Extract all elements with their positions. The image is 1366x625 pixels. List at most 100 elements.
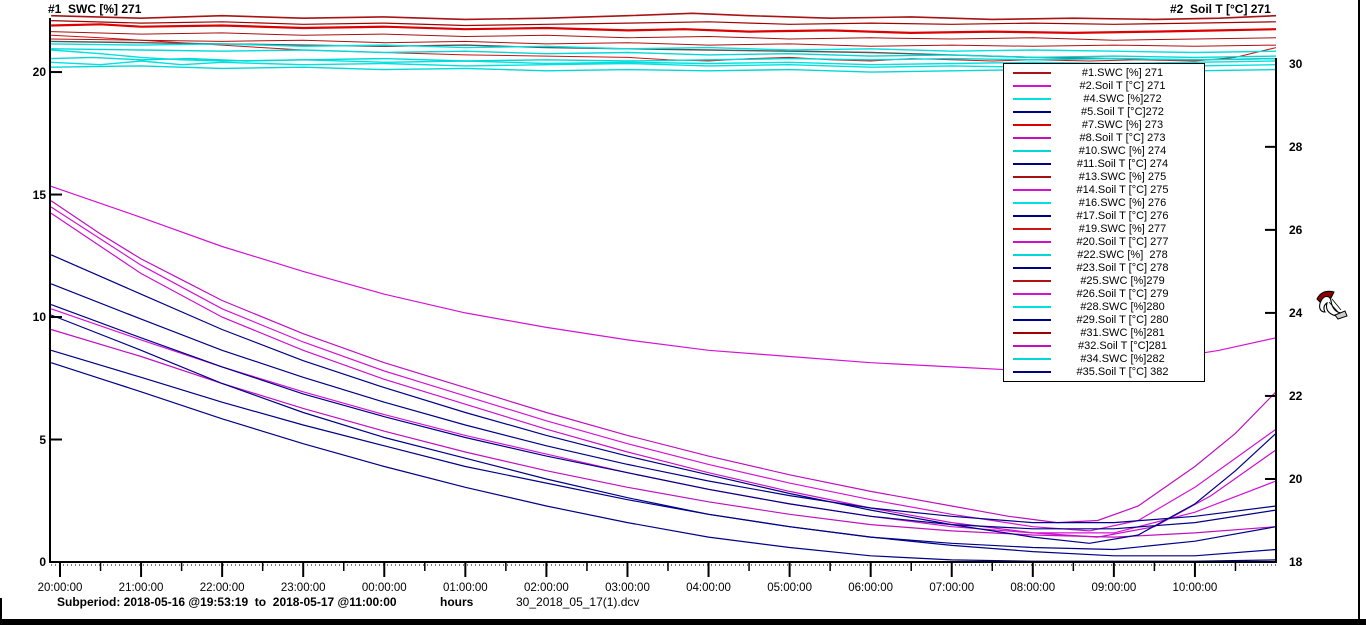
legend-item-label: #14.Soil T [°C] 275 bbox=[1076, 184, 1169, 196]
x-axis-tick-label: 05:00:00 bbox=[767, 582, 812, 594]
legend-item: #11.Soil T [°C] 274 bbox=[1004, 158, 1204, 170]
legend-line-sample bbox=[1013, 293, 1051, 295]
x-axis-tick-label: 09:00:00 bbox=[1091, 582, 1137, 594]
legend-line-sample bbox=[1013, 163, 1051, 165]
x-axis-tick-label: 23:00:00 bbox=[280, 582, 326, 594]
legend-line-sample bbox=[1013, 319, 1051, 321]
legend-item-label: #17.Soil T [°C] 276 bbox=[1076, 210, 1169, 222]
x-axis-tick-label: 07:00:00 bbox=[929, 582, 975, 594]
legend-item: #2.Soil T [°C] 271 bbox=[1004, 80, 1204, 92]
legend-item-label: #26.Soil T [°C] 279 bbox=[1076, 288, 1169, 300]
x-axis-tick-label: 22:00:00 bbox=[199, 582, 245, 594]
legend-line-sample bbox=[1013, 137, 1051, 139]
series-line bbox=[51, 31, 1277, 41]
series-line bbox=[50, 314, 1277, 551]
series-line bbox=[51, 56, 1277, 62]
legend-item: #5.Soil T [°C]272 bbox=[1004, 106, 1204, 118]
legend-line-sample bbox=[1013, 228, 1051, 230]
legend-line-sample bbox=[1013, 176, 1051, 178]
x-axis-unit-label: hours bbox=[440, 595, 474, 609]
legend-item: #23.Soil T [°C] 278 bbox=[1004, 262, 1204, 274]
legend-item: #8.Soil T [°C] 273 bbox=[1004, 132, 1204, 144]
legend-item: #7.SWC [%] 273 bbox=[1004, 119, 1204, 131]
legend-item: #35.Soil T [°C] 382 bbox=[1004, 366, 1204, 378]
right-axis-tick-label: 30 bbox=[1289, 56, 1303, 71]
series-line bbox=[50, 349, 1277, 557]
legend-item-label: #31.SWC [%]281 bbox=[1080, 327, 1165, 339]
x-axis-tick-label: 10:00:00 bbox=[1172, 582, 1218, 594]
legend-item: #28.SWC [%]280 bbox=[1004, 301, 1204, 313]
legend-item-label: #13.SWC [%] 275 bbox=[1078, 171, 1167, 183]
legend-line-sample bbox=[1013, 111, 1051, 113]
legend-item-label: #8.Soil T [°C] 273 bbox=[1079, 132, 1166, 144]
legend-line-sample bbox=[1013, 358, 1051, 360]
series-line bbox=[51, 48, 1277, 59]
window-right-border bbox=[1358, 0, 1360, 625]
right-axis-title: #2 Soil T [°C] 271 bbox=[1170, 2, 1271, 16]
legend-line-sample bbox=[1013, 189, 1051, 191]
left-axis-tick-label: 10 bbox=[32, 310, 46, 325]
legend-line-sample bbox=[1013, 202, 1051, 204]
legend-item: #13.SWC [%] 275 bbox=[1004, 171, 1204, 183]
left-axis-tick-label: 5 bbox=[39, 432, 46, 447]
series-line bbox=[50, 206, 1277, 532]
series-line bbox=[50, 212, 1277, 538]
legend-item-label: #34.SWC [%]282 bbox=[1080, 353, 1165, 365]
legend-item-label: #5.Soil T [°C]272 bbox=[1081, 106, 1164, 118]
legend-item: #26.Soil T [°C] 279 bbox=[1004, 288, 1204, 300]
left-axis-tick-label: 15 bbox=[32, 187, 46, 202]
right-axis-tick-label: 18 bbox=[1289, 555, 1303, 569]
legend-item: #22.SWC [%] 278 bbox=[1004, 249, 1204, 261]
legend-item: #1.SWC [%] 271 bbox=[1004, 67, 1204, 79]
data-filename-label: 30_2018_05_17(1).dcv bbox=[516, 595, 640, 609]
legend-line-sample bbox=[1013, 72, 1051, 74]
subperiod-label: Subperiod: 2018-05-16 @19:53:19 to 2018-… bbox=[57, 595, 397, 609]
legend-item-label: #11.Soil T [°C] 274 bbox=[1076, 158, 1169, 170]
left-axis-tick-label: 0 bbox=[39, 555, 46, 569]
x-axis-tick-label: 21:00:00 bbox=[118, 582, 164, 594]
series-line bbox=[50, 283, 1277, 524]
legend-line-sample bbox=[1013, 345, 1051, 347]
series-line bbox=[51, 43, 1277, 54]
series-line bbox=[51, 38, 1277, 47]
x-axis-tick-label: 06:00:00 bbox=[848, 582, 894, 594]
legend-item-label: #35.Soil T [°C] 382 bbox=[1076, 366, 1169, 378]
series-line bbox=[50, 254, 1277, 544]
legend-line-sample bbox=[1013, 332, 1051, 334]
left-axis-title: #1 SWC [%] 271 bbox=[48, 2, 142, 16]
right-axis-tick-label: 24 bbox=[1289, 305, 1303, 320]
legend-line-sample bbox=[1013, 215, 1051, 217]
legend-line-sample bbox=[1013, 124, 1051, 126]
legend-item: #31.SWC [%]281 bbox=[1004, 327, 1204, 339]
legend-line-sample bbox=[1013, 306, 1051, 308]
legend-line-sample bbox=[1013, 267, 1051, 269]
legend-item-label: #4.SWC [%]272 bbox=[1083, 93, 1162, 105]
x-axis-tick-label: 08:00:00 bbox=[1010, 582, 1056, 594]
right-axis-tick-label: 28 bbox=[1289, 139, 1303, 154]
legend-item-label: #7.SWC [%] 273 bbox=[1081, 119, 1164, 131]
x-axis-tick-label: 03:00:00 bbox=[605, 582, 650, 594]
legend-item: #4.SWC [%]272 bbox=[1004, 93, 1204, 105]
series-line bbox=[50, 328, 1277, 538]
legend-line-sample bbox=[1013, 98, 1051, 100]
legend-item: #19.SWC [%] 277 bbox=[1004, 223, 1204, 235]
right-axis-tick-label: 26 bbox=[1289, 222, 1303, 237]
legend-item-label: #19.SWC [%] 277 bbox=[1078, 223, 1167, 235]
footer-bar: Subperiod: 2018-05-16 @19:53:19 to 2018-… bbox=[0, 595, 1366, 611]
legend-item: #14.Soil T [°C] 275 bbox=[1004, 184, 1204, 196]
legend-item: #34.SWC [%]282 bbox=[1004, 353, 1204, 365]
series-line bbox=[50, 200, 1277, 524]
series-line bbox=[50, 304, 1277, 530]
x-axis-tick-label: 02:00:00 bbox=[524, 582, 569, 594]
legend-line-sample bbox=[1013, 150, 1051, 152]
legend-line-sample bbox=[1013, 254, 1051, 256]
legend-item: #32.Soil T [°C]281 bbox=[1004, 340, 1204, 352]
series-line bbox=[50, 362, 1277, 562]
legend-item: #16.SWC [%] 276 bbox=[1004, 197, 1204, 209]
right-axis-tick-label: 20 bbox=[1289, 471, 1303, 486]
legend-item-label: #2.Soil T [°C] 271 bbox=[1079, 80, 1166, 92]
window-bottom-border bbox=[0, 619, 1366, 625]
series-line bbox=[51, 12, 1277, 21]
legend-item: #17.Soil T [°C] 276 bbox=[1004, 210, 1204, 222]
